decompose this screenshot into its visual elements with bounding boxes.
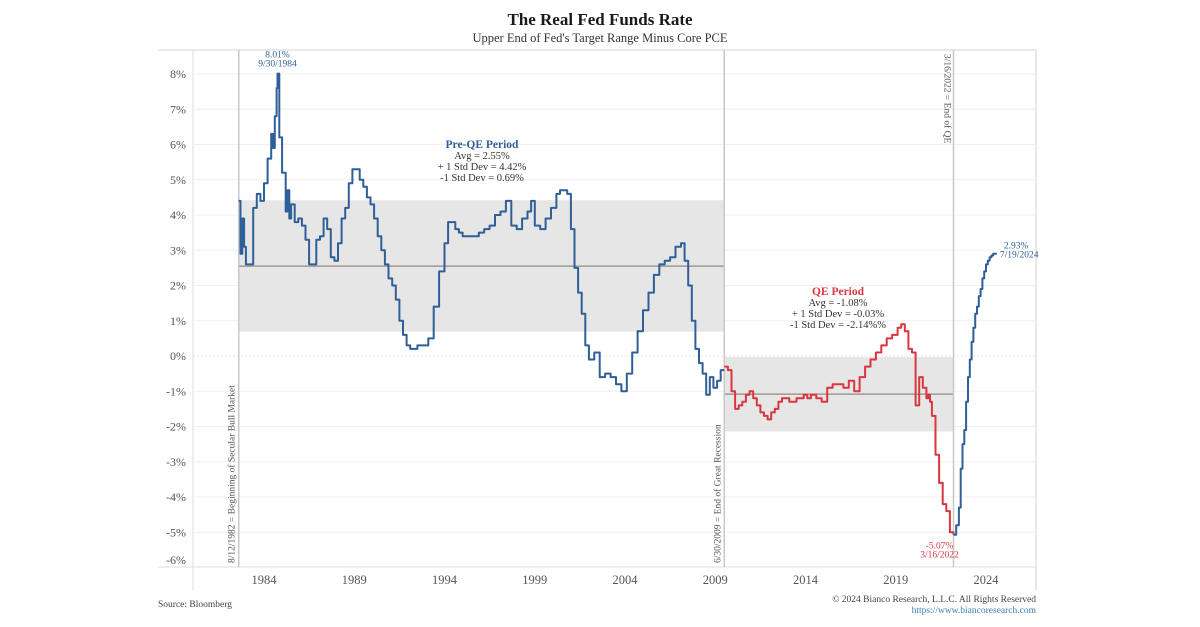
series-lines [238, 72, 997, 536]
y-axis-ticks: 8% 7% 6% 5% 4% 3% 2% 1% 0% -1% -2% -3% -4% -5% -6% [166, 67, 186, 567]
website-link[interactable]: https://www.biancoresearch.com [912, 606, 1037, 616]
source-note: Source: Bloomberg [158, 600, 232, 610]
y-tick-label: 5% [170, 173, 186, 187]
y-tick-label: 8% [170, 67, 186, 81]
y-tick-label: -5% [166, 525, 186, 539]
y-tick-label: -4% [166, 490, 186, 504]
point-label: 3/16/2022 [920, 551, 959, 561]
point-annotations: 8.01%9/30/1984 -5.07%3/16/2022 2.93%7/19/2… [258, 51, 1038, 561]
x-tick-label: 1984 [252, 573, 278, 587]
point-label: -5.07% [926, 542, 954, 552]
period-stat: + 1 Std Dev = -0.03% [792, 309, 885, 320]
y-tick-label: 7% [170, 102, 186, 116]
x-tick-label: 2024 [974, 573, 1000, 587]
chart-title: The Real Fed Funds Rate [507, 10, 693, 29]
x-tick-label: 1989 [342, 573, 367, 587]
period-title: QE Period [812, 286, 865, 298]
plot-frame [158, 49, 1037, 590]
period-stat: + 1 Std Dev = 4.42% [438, 162, 527, 173]
series-qe [724, 323, 955, 535]
point-label: 9/30/1984 [258, 60, 297, 70]
point-label: 2.93% [1004, 242, 1029, 252]
x-axis-ticks: 1984 1989 1994 1999 2004 2009 2014 2019 2024 [252, 573, 1000, 587]
copyright-note: © 2024 Bianco Research, L.L.C. All Right… [832, 594, 1036, 605]
series-pre-qe [238, 72, 725, 396]
vertical-marker-label: 6/30/2009 = End of Great Recession [712, 424, 723, 563]
vertical-marker-label: 3/16/2022 = End of QE [942, 54, 953, 143]
x-tick-label: 2014 [793, 573, 819, 587]
x-tick-label: 2009 [703, 573, 728, 587]
point-label: 7/19/2024 [1000, 251, 1039, 261]
vertical-marker-label: 8/12/1982 = Beginning of Secular Bull Ma… [227, 385, 238, 563]
x-tick-label: 1994 [432, 573, 458, 587]
y-tick-label: 4% [170, 208, 186, 222]
period-stat: Avg = 2.55% [454, 151, 510, 162]
y-tick-label: 1% [170, 314, 186, 328]
y-tick-label: 0% [170, 349, 186, 363]
period-stat: -1 Std Dev = -2.14%% [790, 320, 886, 331]
period-stat: Avg = -1.08% [808, 298, 867, 309]
y-tick-label: 3% [170, 243, 186, 257]
y-tick-label: -3% [166, 455, 186, 469]
y-tick-label: -6% [166, 553, 186, 567]
y-tick-label: 6% [170, 138, 186, 152]
chart-subtitle: Upper End of Fed's Target Range Minus Co… [472, 31, 727, 45]
y-tick-label: -2% [166, 420, 186, 434]
y-tick-label: -1% [166, 384, 186, 398]
point-label: 8.01% [265, 51, 290, 61]
period-stat: -1 Std Dev = 0.69% [440, 173, 524, 184]
x-tick-label: 2004 [613, 573, 639, 587]
x-tick-label: 2019 [883, 573, 908, 587]
series-post-qe [953, 252, 997, 536]
vertical-markers: 8/12/1982 = Beginning of Secular Bull Ma… [227, 50, 955, 567]
x-tick-label: 1999 [522, 573, 547, 587]
period-title: Pre-QE Period [446, 139, 520, 151]
y-tick-label: 2% [170, 279, 186, 293]
